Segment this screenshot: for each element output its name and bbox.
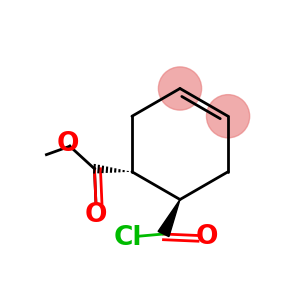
Text: O: O <box>57 131 80 157</box>
Text: O: O <box>196 224 218 250</box>
Circle shape <box>158 67 202 110</box>
Circle shape <box>206 95 250 138</box>
Polygon shape <box>158 200 180 237</box>
Text: O: O <box>85 202 107 228</box>
Text: Cl: Cl <box>113 225 142 251</box>
